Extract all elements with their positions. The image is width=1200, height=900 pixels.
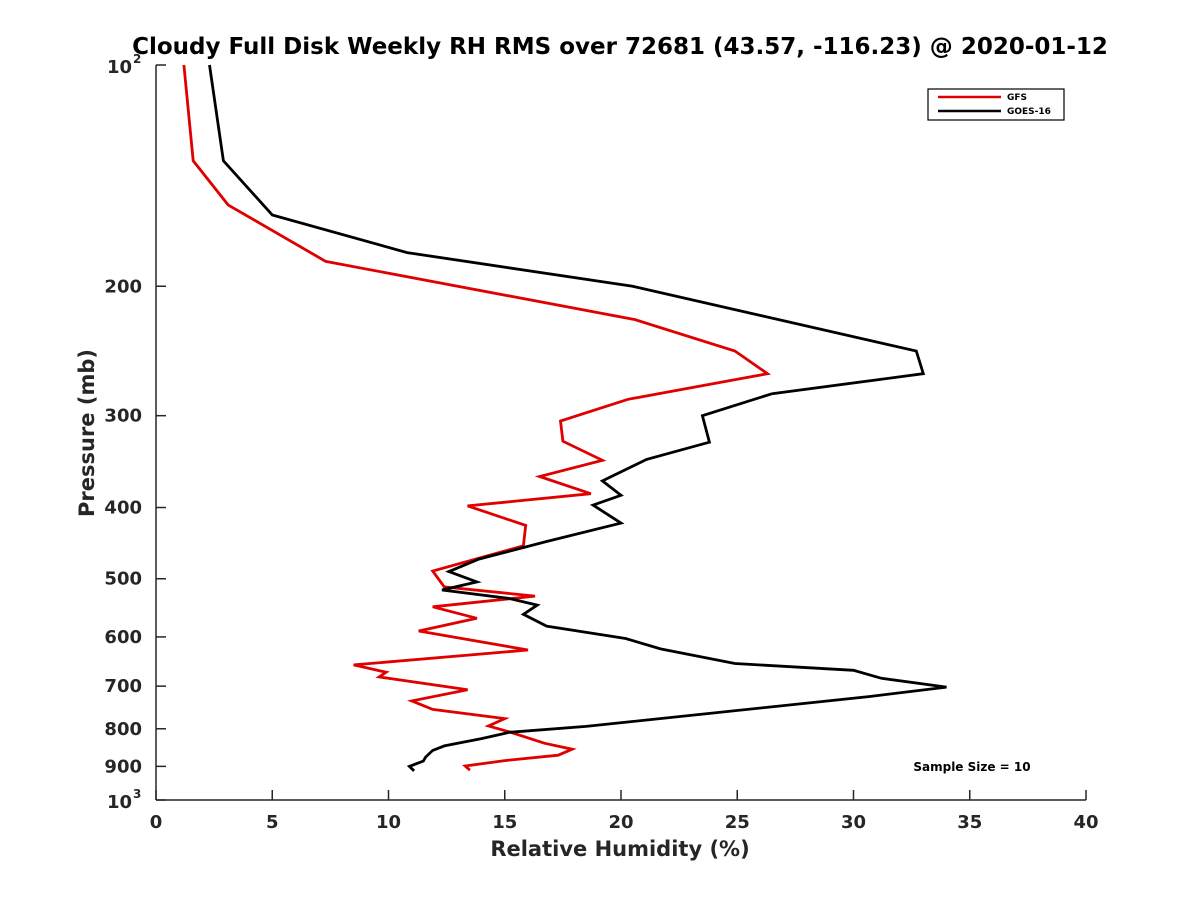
legend-box	[927, 88, 1065, 121]
legend: GFS GOES-16	[927, 88, 1065, 121]
series-line-gfs	[182, 64, 772, 772]
y-tick-label-power: 10	[107, 57, 132, 78]
legend-label-goes16: GOES-16	[1007, 107, 1051, 117]
y-tick-label-power: 10	[107, 792, 132, 813]
y-tick-label: 400	[104, 498, 142, 519]
y-tick-label: 500	[104, 569, 142, 590]
x-tick-label: 20	[608, 812, 633, 833]
x-tick-label: 15	[492, 812, 517, 833]
y-tick-label-exponent: 3	[133, 787, 141, 801]
y-tick-label-exponent: 2	[133, 52, 141, 66]
x-tick-label: 0	[150, 812, 163, 833]
y-tick-label: 900	[104, 756, 142, 777]
sample-size-annotation: Sample Size = 10	[913, 760, 1030, 774]
x-tick-label: 35	[957, 812, 982, 833]
x-tick-label: 25	[725, 812, 750, 833]
y-tick-label: 600	[104, 627, 142, 648]
x-tick-label: 5	[266, 812, 279, 833]
y-axis-label: Pressure (mb)	[75, 349, 99, 517]
legend-label-gfs: GFS	[1007, 93, 1027, 103]
series-line-goes16	[208, 64, 947, 772]
x-axis-label: Relative Humidity (%)	[490, 837, 749, 861]
x-tick-label: 10	[376, 812, 401, 833]
y-tick-label: 800	[104, 719, 142, 740]
x-tick-label: 40	[1073, 812, 1098, 833]
y-tick-label: 700	[104, 676, 142, 697]
series-layer	[182, 64, 947, 772]
x-tick-label: 30	[841, 812, 866, 833]
y-tick-label: 300	[104, 406, 142, 427]
y-tick-label: 200	[104, 276, 142, 297]
chart-title: Cloudy Full Disk Weekly RH RMS over 7268…	[132, 34, 1108, 60]
